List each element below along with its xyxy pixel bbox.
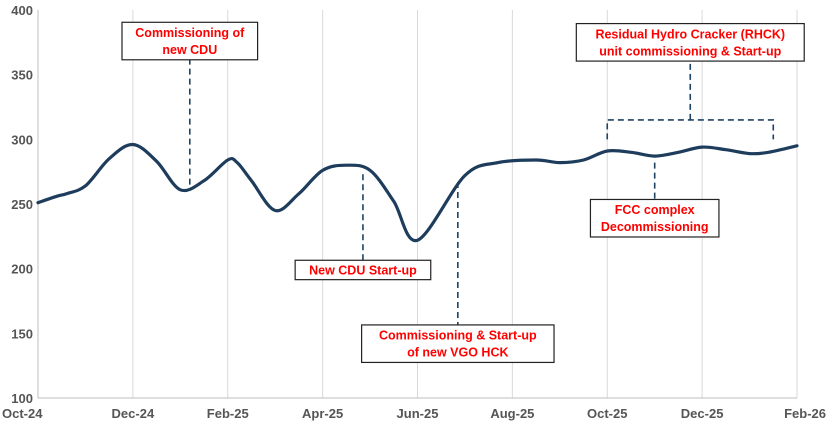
x-tick-label: Aug-25: [490, 406, 534, 421]
annotation-bracket: [607, 120, 773, 139]
y-tick-label: 400: [11, 3, 33, 18]
annotation-label: Commissioning & Start-up: [379, 329, 537, 343]
y-tick-label: 200: [11, 262, 33, 277]
x-tick-label: Oct-25: [587, 406, 627, 421]
annotation-label: Decommissioning: [601, 220, 709, 234]
y-tick-label: 250: [11, 197, 33, 212]
annotation-label: new CDU: [162, 43, 217, 57]
x-tick-label: Dec-24: [112, 406, 155, 421]
annotation-label: New CDU Start-up: [309, 263, 417, 277]
x-tick-label: Jun-25: [397, 406, 439, 421]
annotation-label: FCC complex: [615, 203, 695, 217]
annotation-label: Commissioning of: [135, 26, 245, 40]
y-tick-label: 100: [11, 391, 33, 406]
y-tick-label: 300: [11, 132, 33, 147]
x-tick-label: Feb-26: [784, 406, 826, 421]
annotation-label: Residual Hydro Cracker (RHCK): [595, 27, 785, 41]
annotation-label: unit commissioning & Start-up: [599, 44, 781, 58]
y-tick-label: 350: [11, 68, 33, 83]
annotation-label: of new VGO HCK: [407, 346, 508, 360]
y-tick-label: 150: [11, 326, 33, 341]
x-tick-label: Dec-25: [681, 406, 724, 421]
x-tick-label: Oct-24: [2, 406, 43, 421]
x-tick-label: Feb-25: [207, 406, 249, 421]
annotation-leaders: [190, 60, 773, 325]
x-tick-label: Apr-25: [302, 406, 343, 421]
